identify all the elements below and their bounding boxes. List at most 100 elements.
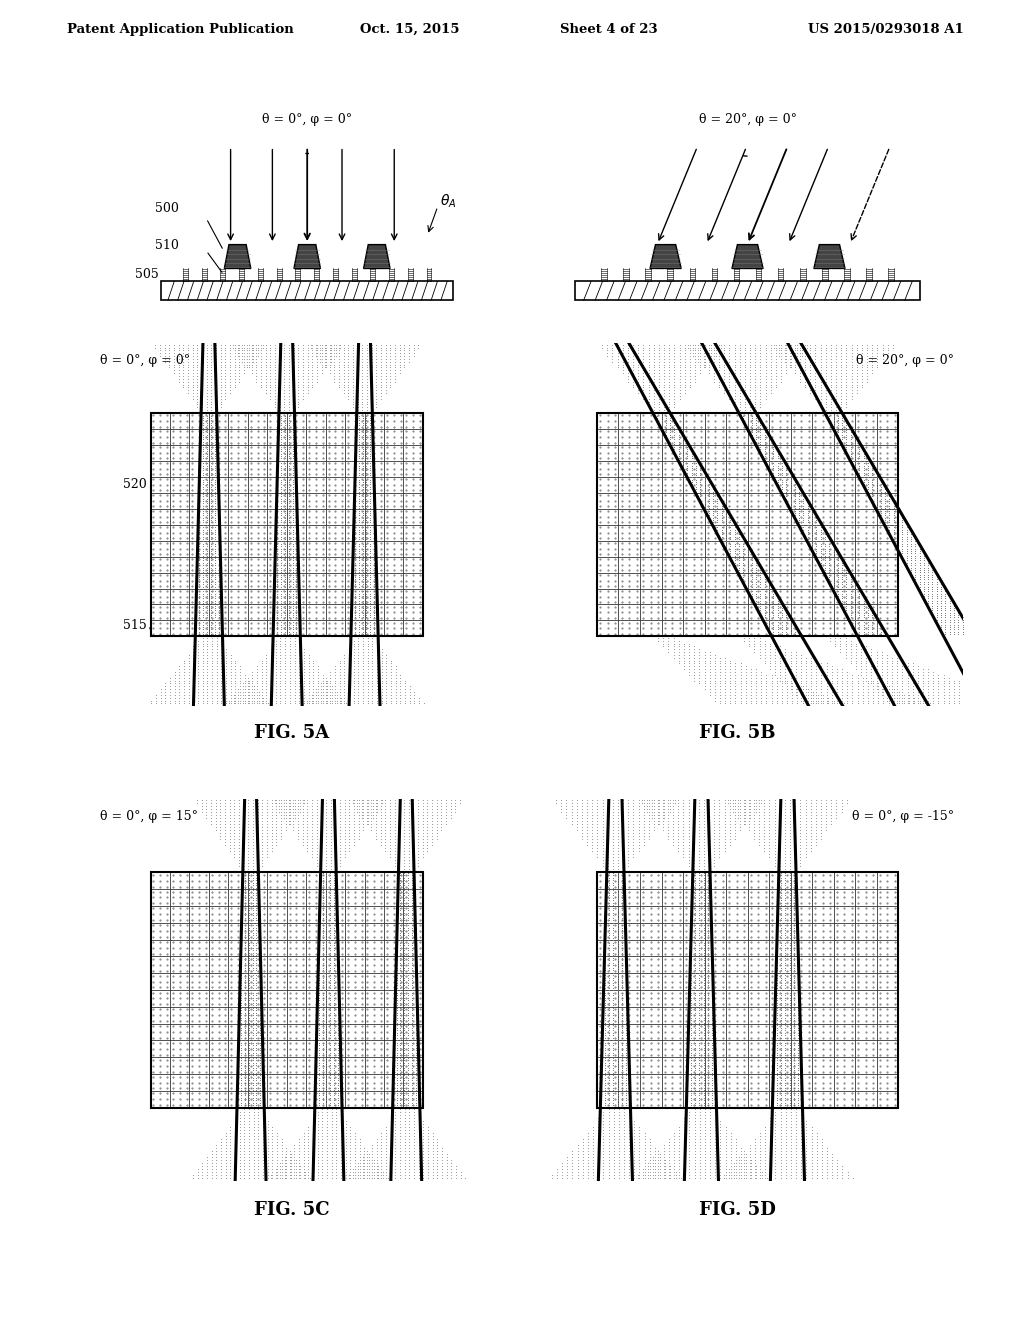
- Point: [252, 1012, 268, 1034]
- Point: [326, 1007, 342, 1028]
- Point: [605, 1002, 622, 1023]
- Point: [894, 690, 910, 711]
- Point: [764, 688, 780, 709]
- Point: [685, 343, 701, 364]
- Point: [377, 813, 393, 834]
- Point: [199, 426, 215, 447]
- Point: [241, 1085, 257, 1106]
- Point: [929, 602, 945, 623]
- Point: [700, 486, 717, 507]
- Point: [250, 1135, 266, 1156]
- Point: [318, 882, 335, 903]
- Point: [340, 354, 356, 375]
- Point: [337, 1156, 353, 1177]
- Point: [391, 846, 408, 867]
- Point: [847, 619, 863, 640]
- Point: [318, 1072, 335, 1093]
- Point: [731, 397, 748, 418]
- Point: [585, 1129, 601, 1150]
- Point: [617, 1012, 634, 1034]
- Point: [756, 801, 772, 822]
- Point: [408, 977, 424, 998]
- Point: [609, 912, 626, 933]
- Point: [762, 1156, 778, 1177]
- Point: [230, 841, 247, 862]
- Point: [303, 684, 319, 705]
- Point: [686, 1107, 702, 1129]
- Point: [776, 829, 793, 850]
- Point: [353, 799, 370, 820]
- Point: [712, 684, 728, 705]
- Point: [373, 363, 389, 384]
- Point: [707, 1164, 723, 1185]
- Point: [630, 368, 646, 389]
- Point: [609, 1005, 626, 1026]
- Point: [195, 524, 211, 545]
- Point: [354, 1152, 371, 1173]
- Point: [804, 500, 820, 521]
- Point: [626, 810, 642, 832]
- Point: [594, 334, 610, 355]
- Point: [263, 799, 280, 820]
- Point: [331, 371, 347, 392]
- Point: [324, 1105, 340, 1126]
- Point: [189, 1159, 206, 1180]
- Point: [237, 1049, 253, 1071]
- Point: [326, 870, 342, 891]
- Point: [691, 1159, 708, 1180]
- Point: [680, 846, 696, 867]
- Point: [392, 997, 409, 1018]
- Point: [369, 1147, 385, 1168]
- Point: [707, 1110, 723, 1131]
- Point: [666, 1159, 682, 1180]
- Point: [726, 516, 742, 537]
- Point: [731, 371, 748, 392]
- Point: [894, 678, 910, 700]
- Point: [231, 1117, 248, 1138]
- Point: [328, 1159, 344, 1180]
- Point: [785, 945, 802, 966]
- Point: [396, 957, 413, 978]
- Point: [195, 465, 211, 486]
- Point: [765, 605, 781, 626]
- Point: [281, 524, 297, 545]
- Point: [362, 524, 379, 545]
- Point: [287, 681, 303, 702]
- Point: [295, 366, 311, 387]
- Point: [699, 862, 716, 883]
- Point: [877, 492, 893, 513]
- Point: [798, 796, 814, 817]
- Point: [204, 634, 220, 655]
- Point: [292, 792, 308, 813]
- Point: [226, 843, 243, 865]
- Point: [395, 838, 412, 859]
- Point: [203, 610, 219, 631]
- Point: [589, 789, 605, 810]
- Polygon shape: [364, 244, 390, 268]
- Point: [313, 841, 330, 862]
- Point: [308, 684, 325, 705]
- Point: [872, 483, 889, 504]
- Point: [254, 841, 270, 862]
- Point: [264, 1168, 281, 1189]
- Point: [287, 630, 303, 651]
- Point: [194, 334, 210, 355]
- Point: [314, 1162, 331, 1183]
- Point: [777, 1147, 794, 1168]
- Point: [285, 498, 301, 519]
- Point: [783, 337, 800, 358]
- Point: [314, 1063, 331, 1084]
- Point: [594, 853, 610, 874]
- Point: [601, 1018, 617, 1039]
- Point: [609, 935, 626, 956]
- Point: [812, 545, 828, 566]
- Point: [941, 623, 957, 644]
- Point: [930, 688, 946, 709]
- Point: [392, 923, 409, 944]
- Point: [333, 1135, 349, 1156]
- Point: [808, 813, 824, 834]
- Point: [777, 1152, 794, 1173]
- Point: [813, 684, 829, 705]
- Point: [207, 453, 223, 474]
- Point: [601, 879, 617, 900]
